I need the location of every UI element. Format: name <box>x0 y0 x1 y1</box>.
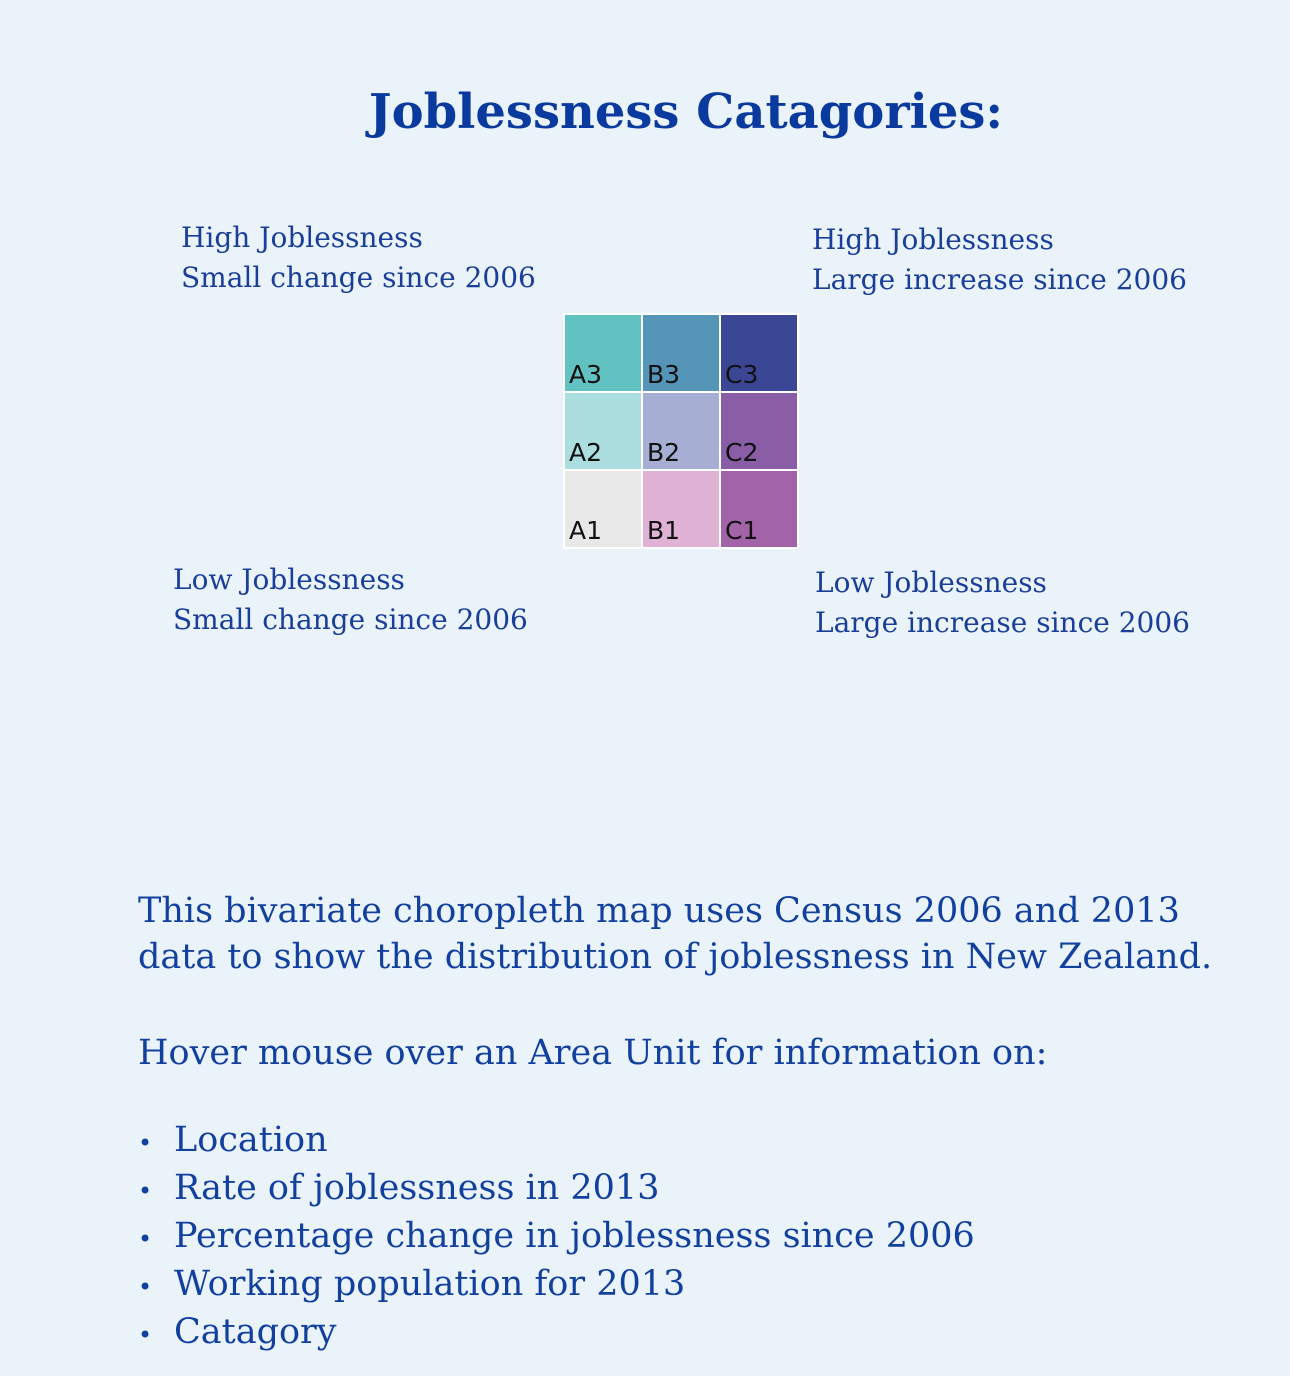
legend-cell-label: A3 <box>569 360 603 389</box>
legend-cell-b2: B2 <box>643 393 719 469</box>
list-item-text: Working population for 2013 <box>174 1264 686 1304</box>
legend-cell-label: A1 <box>569 516 603 545</box>
legend-cell-a1: A1 <box>565 471 641 547</box>
legend-cell-label: A2 <box>569 438 603 467</box>
description-line: This bivariate choropleth map uses Censu… <box>138 891 1180 931</box>
corner-label-line: Small change since 2006 <box>181 261 536 294</box>
corner-label-high-large: High Joblessness Large increase since 20… <box>812 220 1187 300</box>
corner-label-low-small: Low Joblessness Small change since 2006 <box>173 560 528 640</box>
list-item: • Working population for 2013 <box>138 1262 975 1310</box>
legend-cell-b3: B3 <box>643 315 719 391</box>
corner-label-line: High Joblessness <box>181 221 423 254</box>
corner-label-high-small: High Joblessness Small change since 2006 <box>181 218 536 298</box>
corner-label-line: High Joblessness <box>812 223 1054 256</box>
bullet-icon: • <box>138 1321 153 1349</box>
legend-cell-b1: B1 <box>643 471 719 547</box>
corner-label-line: Large increase since 2006 <box>815 606 1190 639</box>
legend-cell-label: B2 <box>647 438 681 467</box>
legend-cell-c1: C1 <box>721 471 797 547</box>
legend-cell-label: C2 <box>725 438 759 467</box>
bivariate-legend-grid: A3 B3 C3 A2 B2 C2 A1 B1 C1 <box>563 313 799 549</box>
description-line: data to show the distribution of jobless… <box>138 937 1213 977</box>
list-item: • Location <box>138 1118 975 1166</box>
list-item: • Catagory <box>138 1310 975 1358</box>
legend-cell-label: C1 <box>725 516 759 545</box>
hover-instructions: Hover mouse over an Area Unit for inform… <box>138 1033 1048 1073</box>
map-description: This bivariate choropleth map uses Censu… <box>138 888 1212 980</box>
list-item: • Percentage change in joblessness since … <box>138 1214 975 1262</box>
corner-label-line: Large increase since 2006 <box>812 263 1187 296</box>
corner-label-line: Low Joblessness <box>173 563 405 596</box>
bullet-icon: • <box>138 1225 153 1253</box>
legend-title: Joblessness Catagories: <box>368 84 1004 140</box>
corner-label-low-large: Low Joblessness Large increase since 200… <box>815 563 1190 643</box>
list-item-text: Catagory <box>174 1312 337 1352</box>
list-item-text: Rate of joblessness in 2013 <box>174 1168 660 1208</box>
corner-label-line: Small change since 2006 <box>173 603 528 636</box>
bullet-icon: • <box>138 1129 153 1157</box>
info-list: • Location • Rate of joblessness in 2013 •… <box>138 1118 975 1358</box>
legend-cell-label: B1 <box>647 516 681 545</box>
legend-cell-label: B3 <box>647 360 681 389</box>
list-item-text: Percentage change in joblessness since 2… <box>174 1216 975 1256</box>
list-item-text: Location <box>174 1120 328 1160</box>
legend-cell-label: C3 <box>725 360 759 389</box>
legend-cell-a2: A2 <box>565 393 641 469</box>
legend-cell-c2: C2 <box>721 393 797 469</box>
list-item: • Rate of joblessness in 2013 <box>138 1166 975 1214</box>
legend-cell-a3: A3 <box>565 315 641 391</box>
bullet-icon: • <box>138 1273 153 1301</box>
corner-label-line: Low Joblessness <box>815 566 1047 599</box>
bullet-icon: • <box>138 1177 153 1205</box>
legend-cell-c3: C3 <box>721 315 797 391</box>
